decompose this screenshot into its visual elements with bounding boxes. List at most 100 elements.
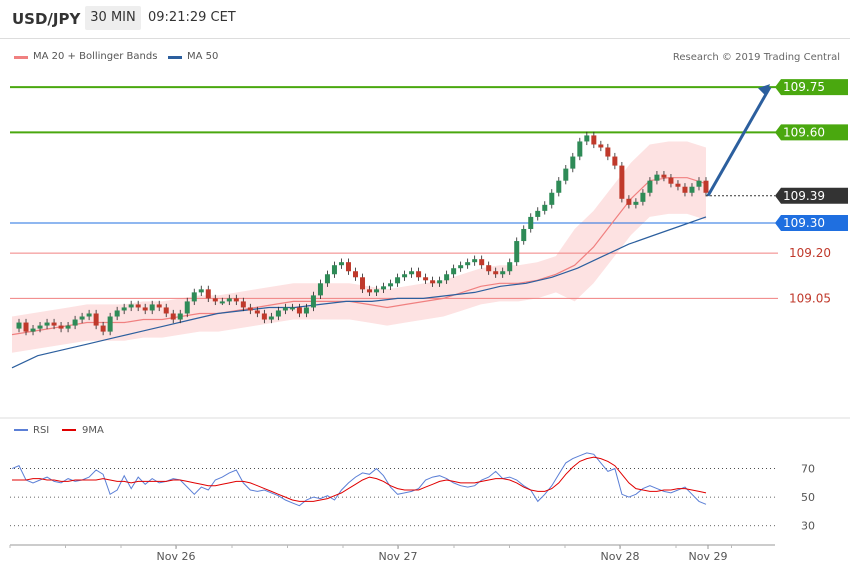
candle-body [268, 316, 274, 320]
level-tag-target [775, 124, 848, 141]
x-axis-label: Nov 27 [379, 550, 418, 563]
level-label: 109.39 [783, 189, 825, 203]
x-axis-label: Nov 29 [689, 550, 728, 563]
level-tag-pivot [775, 214, 848, 231]
level-label: 109.75 [783, 80, 825, 94]
rsi-ma-line [12, 456, 707, 502]
candle-body [205, 289, 211, 299]
rsi-ma-legend-label: 9MA [82, 425, 104, 436]
candle-body [416, 271, 422, 278]
candle-body [240, 301, 246, 308]
candle-body [44, 322, 50, 326]
candle-body [423, 277, 429, 281]
candle-body [493, 271, 499, 275]
candle-body [696, 180, 702, 187]
candle-body [93, 313, 99, 326]
ma50-legend-swatch [168, 56, 182, 59]
candle-body [247, 307, 253, 311]
candle-body [633, 201, 639, 205]
candle-body [177, 313, 183, 320]
rsi-axis-label: 50 [801, 491, 815, 504]
candle-body [219, 301, 225, 304]
ma20-legend-swatch [14, 56, 28, 59]
candle-body [388, 283, 394, 287]
candle-body [86, 313, 92, 317]
candle-body [626, 198, 632, 205]
candle-body [479, 259, 485, 266]
candle-body [577, 141, 583, 157]
candle-body [16, 322, 22, 329]
candle-body [135, 304, 141, 308]
candle-body [374, 289, 380, 293]
candle-body [360, 277, 366, 290]
symbol-label: USD/JPY [12, 10, 81, 28]
header-divider [0, 38, 850, 39]
candle-body [570, 156, 576, 169]
candle-body [149, 304, 155, 311]
candle-body [79, 316, 85, 320]
candle-body [72, 319, 78, 326]
ma50-legend-label: MA 50 [187, 51, 219, 62]
candle-body [514, 241, 520, 263]
level-tag-last [775, 187, 848, 204]
candle-body [647, 180, 653, 193]
candle-body [296, 307, 302, 314]
candle-body [198, 289, 204, 293]
candle-body [324, 274, 330, 284]
candle-body [605, 147, 611, 157]
timeframe-button[interactable]: 30 MIN [85, 6, 141, 30]
candle-body [163, 307, 169, 314]
candle-body [107, 316, 113, 332]
candle-body [402, 274, 408, 278]
candle-body [472, 259, 478, 263]
rsi-legend-label: RSI [33, 425, 49, 436]
candles [16, 131, 709, 336]
level-label: 109.05 [789, 291, 831, 305]
candle-body [619, 165, 625, 199]
candle-body [465, 262, 471, 266]
level-label: 109.60 [783, 125, 825, 139]
level-tag-target [775, 79, 848, 96]
candle-body [226, 298, 232, 302]
candle-body [528, 216, 534, 229]
candle-body [303, 307, 309, 314]
candle-body [451, 268, 457, 275]
candle-body [191, 292, 197, 302]
candle-body [184, 301, 190, 314]
x-axis-label: Nov 28 [601, 550, 640, 563]
time-axis: Nov 26 Nov 27 Nov 28 Nov 29 [9, 544, 775, 563]
rsi-axis-label: 70 [801, 463, 815, 476]
candle-body [338, 262, 344, 266]
candle-body [100, 325, 106, 332]
candle-body [444, 274, 450, 281]
copyright-text: Research © 2019 Trading Central [672, 52, 840, 63]
candle-body [689, 186, 695, 193]
candle-body [430, 280, 436, 284]
candle-body [114, 310, 120, 317]
candle-body [37, 325, 43, 329]
candle-body [437, 280, 443, 284]
level-label: 109.30 [783, 216, 825, 230]
candle-body [212, 298, 218, 302]
candle-body [535, 210, 541, 217]
candle-body [458, 265, 464, 269]
candle-body [598, 144, 604, 148]
candle-body [612, 156, 618, 166]
candle-body [142, 307, 148, 311]
candle-body [542, 204, 548, 211]
candle-body [563, 168, 569, 181]
x-axis-label: Nov 26 [157, 550, 196, 563]
candle-body [23, 322, 29, 332]
candle-body [591, 135, 597, 145]
candle-body [703, 180, 709, 193]
candle-body [310, 295, 316, 308]
candle-body [507, 262, 513, 272]
candle-body [282, 307, 288, 311]
candle-body [668, 177, 674, 184]
rsi-panel: RSI 9MA 70 50 30 [0, 417, 850, 533]
bollinger-bands [12, 141, 706, 353]
timestamp-label: 09:21:29 CET [148, 10, 236, 25]
candle-body [30, 328, 36, 332]
forecast-arrow-shaft [706, 86, 772, 197]
candle-body [289, 307, 295, 310]
